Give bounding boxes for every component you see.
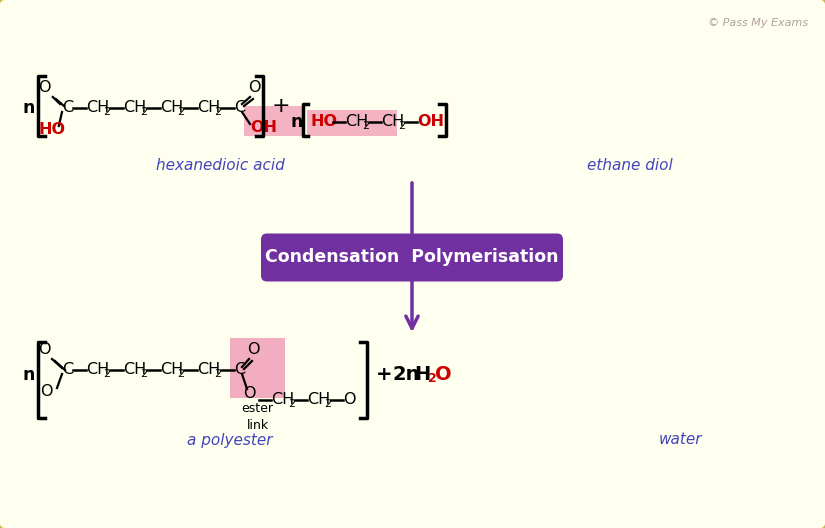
- Text: CH: CH: [197, 100, 220, 116]
- Text: © Pass My Exams: © Pass My Exams: [708, 18, 808, 28]
- Text: CH: CH: [123, 100, 146, 116]
- Text: OH: OH: [250, 120, 277, 136]
- Text: CH: CH: [86, 100, 109, 116]
- Text: C: C: [62, 100, 73, 116]
- Text: O: O: [40, 384, 52, 400]
- Text: n: n: [22, 366, 35, 384]
- Text: 2: 2: [140, 107, 147, 117]
- Text: CH: CH: [197, 363, 220, 378]
- Text: 2: 2: [103, 369, 110, 379]
- Bar: [230, 338, 285, 398]
- FancyBboxPatch shape: [261, 233, 563, 281]
- Text: 2: 2: [214, 369, 221, 379]
- Text: hexanedioic acid: hexanedioic acid: [156, 158, 285, 174]
- Text: C: C: [62, 363, 73, 378]
- Text: ethane diol: ethane diol: [587, 158, 673, 174]
- Text: HO: HO: [311, 115, 338, 129]
- Text: CH: CH: [160, 363, 183, 378]
- Text: CH: CH: [381, 115, 404, 129]
- Text: 2: 2: [140, 369, 147, 379]
- Text: O: O: [38, 343, 50, 357]
- Text: Condensation  Polymerisation: Condensation Polymerisation: [266, 249, 559, 267]
- Text: CH: CH: [271, 392, 295, 408]
- Text: 2: 2: [324, 399, 331, 409]
- Text: +: +: [272, 96, 290, 116]
- Text: a polyester: a polyester: [187, 432, 273, 448]
- Text: C: C: [234, 100, 245, 116]
- Text: CH: CH: [160, 100, 183, 116]
- Text: 2: 2: [398, 121, 405, 131]
- Text: +: +: [376, 365, 393, 384]
- Text: 2: 2: [177, 369, 184, 379]
- Text: 2: 2: [362, 121, 369, 131]
- Text: ester
link: ester link: [242, 402, 274, 432]
- Text: 2: 2: [214, 107, 221, 117]
- Text: n: n: [290, 113, 303, 131]
- Text: H: H: [414, 365, 431, 384]
- Text: O: O: [247, 342, 259, 356]
- Text: O: O: [243, 386, 255, 401]
- Text: C: C: [234, 363, 245, 378]
- Text: water: water: [658, 432, 702, 448]
- Text: O: O: [39, 80, 51, 96]
- Text: 2: 2: [177, 107, 184, 117]
- Text: 2: 2: [428, 372, 436, 385]
- Text: n: n: [22, 99, 35, 117]
- Text: CH: CH: [123, 363, 146, 378]
- Text: HO: HO: [39, 122, 66, 137]
- Text: O: O: [435, 365, 451, 384]
- Text: 2: 2: [103, 107, 110, 117]
- Text: O: O: [248, 80, 260, 96]
- Text: 2: 2: [288, 399, 295, 409]
- Text: O: O: [343, 392, 356, 408]
- Text: CH: CH: [86, 363, 109, 378]
- Text: CH: CH: [345, 115, 368, 129]
- Bar: [307, 110, 397, 136]
- Text: CH: CH: [307, 392, 330, 408]
- Text: 2n: 2n: [392, 365, 419, 384]
- Bar: [244, 106, 304, 136]
- Text: OH: OH: [417, 115, 444, 129]
